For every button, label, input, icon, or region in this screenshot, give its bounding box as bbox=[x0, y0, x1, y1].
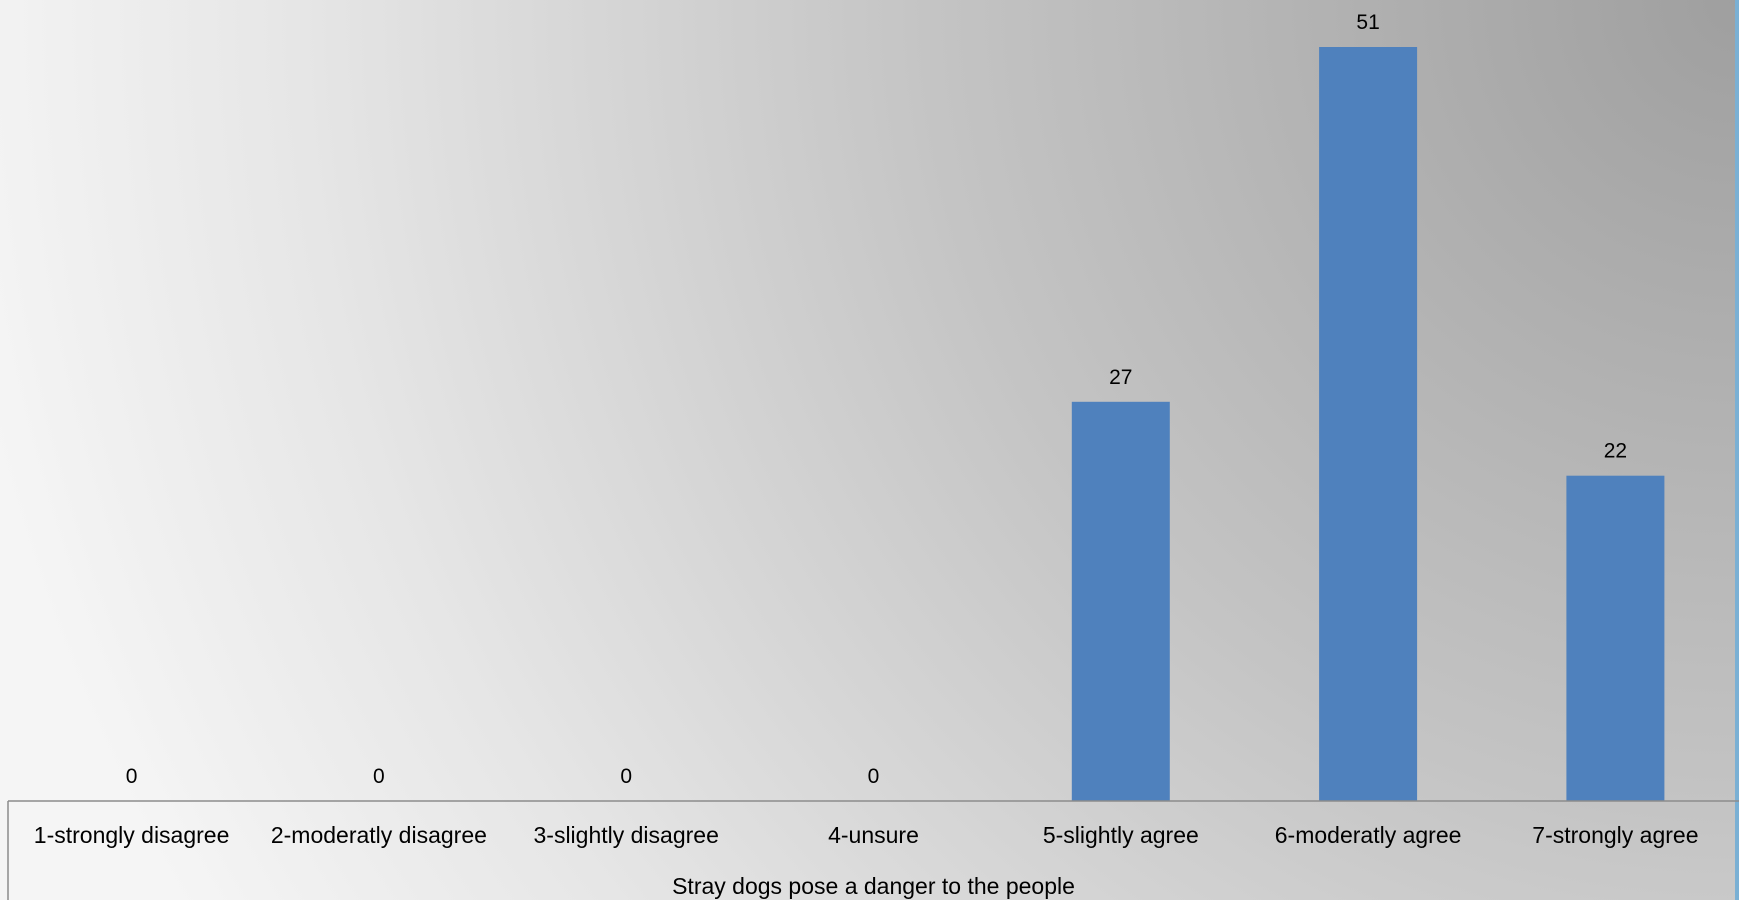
bar-5 bbox=[1071, 401, 1170, 801]
data-label-1: 0 bbox=[126, 765, 138, 788]
data-label-3: 0 bbox=[620, 765, 632, 788]
x-tick-label-5: 5-slightly agree bbox=[1043, 822, 1199, 848]
right-edge-accent bbox=[1735, 0, 1739, 900]
data-label-4: 0 bbox=[868, 765, 880, 788]
x-tick-label-6: 6-moderatly agree bbox=[1275, 822, 1462, 848]
x-tick-labels: 1-strongly disagree 2-moderatly disagree 3… bbox=[34, 822, 1699, 848]
x-tick-label-1: 1-strongly disagree bbox=[34, 822, 230, 848]
plot-area: 0 0 0 0 27 51 22 1-strongly disagree 2-moderatl… bbox=[7, 11, 1739, 900]
x-tick-label-2: 2-moderatly disagree bbox=[271, 822, 487, 848]
x-tick-label-7: 7-strongly agree bbox=[1532, 822, 1698, 848]
data-label-6: 51 bbox=[1356, 11, 1379, 34]
data-label-5: 27 bbox=[1109, 366, 1132, 389]
data-label-7: 22 bbox=[1604, 440, 1627, 463]
bar-6 bbox=[1319, 47, 1418, 801]
bar-7 bbox=[1566, 475, 1665, 801]
x-tick-label-3: 3-slightly disagree bbox=[534, 822, 719, 848]
data-labels-layer: 0 0 0 0 27 51 22 bbox=[126, 11, 1627, 788]
data-label-2: 0 bbox=[373, 765, 385, 788]
x-tick-label-4: 4-unsure bbox=[828, 822, 919, 848]
bars-layer bbox=[1071, 47, 1665, 801]
x-axis-title: Stray dogs pose a danger to the people bbox=[672, 873, 1075, 899]
